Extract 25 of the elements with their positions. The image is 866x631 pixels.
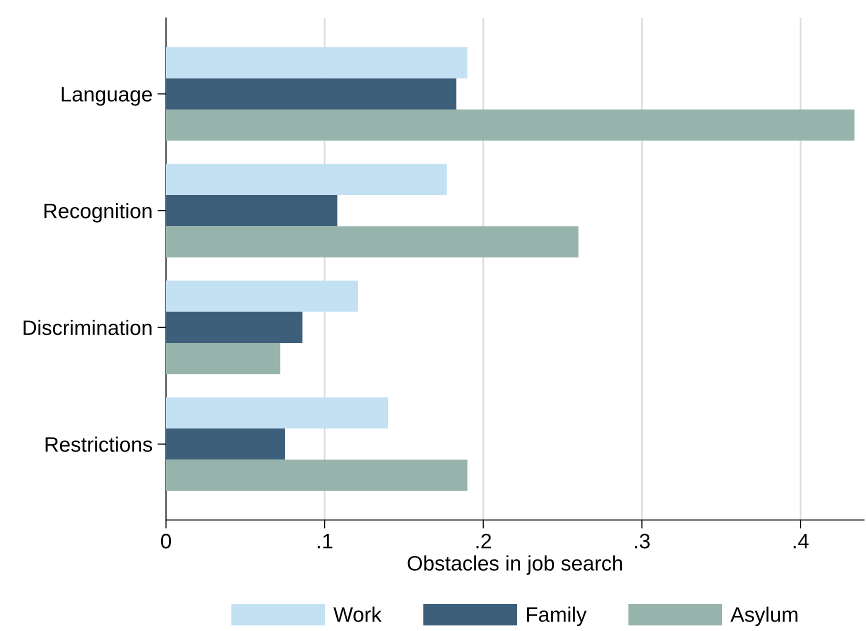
- bar: [166, 428, 285, 460]
- y-tick-label: Discrimination: [24, 320, 152, 336]
- bar: [166, 280, 358, 312]
- legend-label: Asylum: [730, 606, 798, 626]
- x-tick-label: .3: [635, 534, 650, 548]
- bar: [166, 397, 388, 429]
- x-axis-title: Obstacles in job search: [408, 555, 622, 575]
- x-tick-label: .4: [794, 534, 809, 548]
- bar: [166, 195, 338, 226]
- x-tick-label: .1: [318, 534, 332, 548]
- bar: [166, 342, 280, 374]
- y-tick-label: Restrictions: [46, 436, 152, 452]
- legend-label: Work: [333, 606, 382, 622]
- x-tick-label: 0: [161, 534, 171, 548]
- y-tick-label: Recognition: [44, 203, 152, 222]
- y-tick-label: Language: [62, 87, 152, 106]
- bar: [166, 460, 468, 491]
- bar: [166, 164, 447, 196]
- bar: [166, 47, 468, 78]
- bar: [166, 78, 456, 110]
- bar: [166, 109, 854, 141]
- bar: [166, 312, 302, 343]
- legend-label: Family: [527, 606, 587, 626]
- x-tick-label: .2: [476, 534, 491, 548]
- bar: [166, 226, 578, 258]
